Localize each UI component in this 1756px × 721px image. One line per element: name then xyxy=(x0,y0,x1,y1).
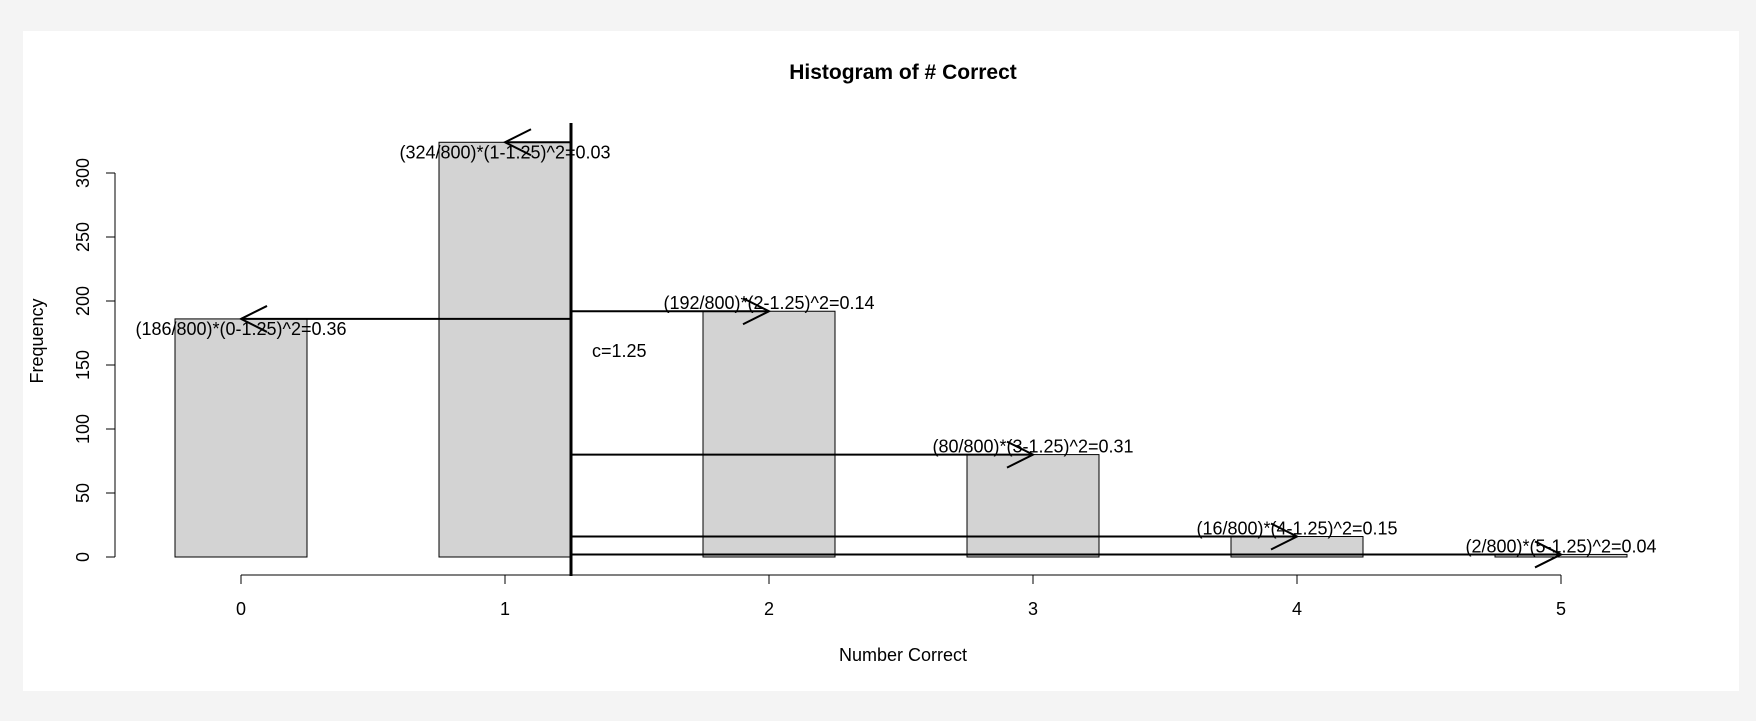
arrowhead-1 xyxy=(502,128,532,157)
y-axis: 0 50 100 150 200 250 300 xyxy=(73,158,116,562)
annotation-label-0: (186/800)*(0-1.25)^2=0.36 xyxy=(135,319,346,339)
x-tick-label-5: 5 xyxy=(1556,599,1566,619)
x-tick-label-4: 4 xyxy=(1292,599,1302,619)
y-axis-label: Frequency xyxy=(27,298,47,383)
annotation-label-1: (324/800)*(1-1.25)^2=0.03 xyxy=(399,142,610,162)
y-tick-label-200: 200 xyxy=(73,286,93,316)
x-tick-label-3: 3 xyxy=(1028,599,1038,619)
arrowhead-3 xyxy=(1006,440,1036,469)
annotations-group: (186/800)*(0-1.25)^2=0.36 (324/800)*(1-1.… xyxy=(135,123,1657,576)
y-tick-label-150: 150 xyxy=(73,350,93,380)
arrowhead-5 xyxy=(1534,540,1564,569)
annotation-label-4: (16/800)*(4-1.25)^2=0.15 xyxy=(1196,519,1397,539)
y-tick-label-0: 0 xyxy=(73,552,93,562)
x-tick-label-0: 0 xyxy=(236,599,246,619)
x-tick-label-2: 2 xyxy=(764,599,774,619)
chart-title: Histogram of # Correct xyxy=(789,61,1017,84)
x-axis: 0 1 2 3 4 5 xyxy=(236,574,1566,619)
y-tick-label-100: 100 xyxy=(73,414,93,444)
y-tick-label-50: 50 xyxy=(73,483,93,503)
x-axis-label: Number Correct xyxy=(839,645,967,665)
c-line-label: c=1.25 xyxy=(592,341,647,361)
bar-2 xyxy=(702,310,836,558)
arrowhead-0 xyxy=(238,305,268,333)
annotation-label-3: (80/800)*(3-1.25)^2=0.31 xyxy=(932,437,1133,457)
bar-1 xyxy=(438,141,572,558)
arrowhead-4 xyxy=(1270,522,1300,551)
bar-3 xyxy=(966,454,1100,558)
chart-panel: Histogram of # Correct Number Correct Fr… xyxy=(23,31,1739,691)
y-tick-label-250: 250 xyxy=(73,222,93,252)
y-tick-label-300: 300 xyxy=(73,158,93,188)
bar-0 xyxy=(174,318,308,558)
bars-group xyxy=(174,141,1628,558)
arrowhead-2 xyxy=(742,297,772,326)
annotation-label-5: (2/800)*(5-1.25)^2=0.04 xyxy=(1465,536,1656,556)
histogram-chart: Histogram of # Correct Number Correct Fr… xyxy=(27,61,1657,665)
x-tick-label-1: 1 xyxy=(500,599,510,619)
annotation-label-2: (192/800)*(2-1.25)^2=0.14 xyxy=(663,293,874,313)
